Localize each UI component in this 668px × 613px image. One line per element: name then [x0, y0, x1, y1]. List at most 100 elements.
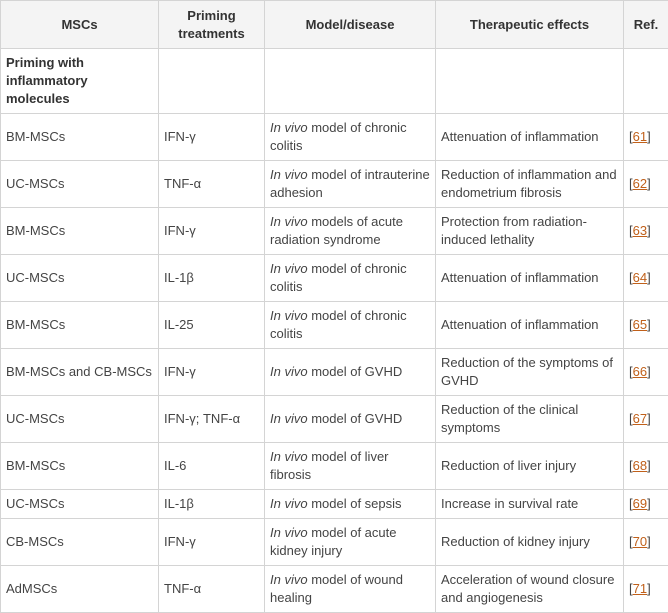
- model-italic: In vivo: [270, 308, 308, 323]
- ref-cell: [61]: [623, 113, 668, 161]
- model-text: models of acute radiation syndrome: [270, 214, 403, 247]
- table-row: BM-MSCs IFN-γ In vivo model of chronic c…: [0, 113, 668, 161]
- model-text: model of chronic colitis: [270, 308, 407, 341]
- empty-cell: [435, 48, 624, 114]
- ref-link[interactable]: 64: [632, 270, 648, 285]
- mscs-cell: BM-MSCs: [0, 301, 159, 349]
- mscs-cell: UC-MSCs: [0, 254, 159, 302]
- effect-cell: Attenuation of inflammation: [435, 301, 624, 349]
- empty-cell: [264, 48, 436, 114]
- model-italic: In vivo: [270, 411, 308, 426]
- priming-cell: IL-1β: [158, 254, 265, 302]
- ref-cell: [64]: [623, 254, 668, 302]
- priming-cell: IFN-γ: [158, 207, 265, 255]
- ref-cell: [63]: [623, 207, 668, 255]
- table-row: CB-MSCs IFN-γ In vivo model of acute kid…: [0, 518, 668, 566]
- model-text: model of GVHD: [307, 411, 403, 426]
- priming-cell: IFN-γ: [158, 518, 265, 566]
- mscs-cell: AdMSCs: [0, 565, 159, 613]
- mscs-cell: UC-MSCs: [0, 489, 159, 519]
- table-row: BM-MSCs and CB-MSCs IFN-γ In vivo model …: [0, 348, 668, 396]
- model-text: model of chronic colitis: [270, 261, 407, 294]
- ref-link[interactable]: 65: [632, 317, 648, 332]
- ref-link[interactable]: 70: [632, 534, 648, 549]
- table-row: UC-MSCs IL-1β In vivo model of chronic c…: [0, 254, 668, 302]
- effect-cell: Protection from radiation-induced lethal…: [435, 207, 624, 255]
- ref-link[interactable]: 63: [632, 223, 648, 238]
- ref-cell: [65]: [623, 301, 668, 349]
- ref-cell: [67]: [623, 395, 668, 443]
- header-effects: Therapeutic effects: [435, 0, 624, 49]
- model-italic: In vivo: [270, 572, 308, 587]
- ref-link[interactable]: 69: [632, 496, 648, 511]
- effect-cell: Attenuation of inflammation: [435, 254, 624, 302]
- mscs-cell: UC-MSCs: [0, 395, 159, 443]
- model-cell: In vivo model of chronic colitis: [264, 113, 436, 161]
- ref-cell: [70]: [623, 518, 668, 566]
- empty-cell: [158, 48, 265, 114]
- group-row: Priming with inflammatory molecules: [0, 48, 668, 114]
- ref-link[interactable]: 71: [632, 581, 648, 596]
- ref-link[interactable]: 62: [632, 176, 648, 191]
- priming-cell: TNF-α: [158, 160, 265, 208]
- effect-cell: Attenuation of inflammation: [435, 113, 624, 161]
- priming-cell: IL-1β: [158, 489, 265, 519]
- model-text: model of liver fibrosis: [270, 449, 389, 482]
- model-cell: In vivo model of acute kidney injury: [264, 518, 436, 566]
- mscs-cell: BM-MSCs: [0, 442, 159, 490]
- model-cell: In vivo model of GVHD: [264, 395, 436, 443]
- header-mscs: MSCs: [0, 0, 159, 49]
- model-italic: In vivo: [270, 167, 308, 182]
- ref-cell: [62]: [623, 160, 668, 208]
- effect-cell: Reduction of the clinical symptoms: [435, 395, 624, 443]
- model-text: model of GVHD: [307, 364, 403, 379]
- model-cell: In vivo model of chronic colitis: [264, 254, 436, 302]
- mscs-cell: BM-MSCs: [0, 207, 159, 255]
- model-cell: In vivo model of GVHD: [264, 348, 436, 396]
- effect-cell: Increase in survival rate: [435, 489, 624, 519]
- effect-cell: Acceleration of wound closure and angiog…: [435, 565, 624, 613]
- table-row: AdMSCs TNF-α In vivo model of wound heal…: [0, 565, 668, 613]
- ref-link[interactable]: 61: [632, 129, 648, 144]
- table-row: UC-MSCs IL-1β In vivo model of sepsis In…: [0, 489, 668, 519]
- table-row: BM-MSCs IL-25 In vivo model of chronic c…: [0, 301, 668, 349]
- mscs-cell: BM-MSCs: [0, 113, 159, 161]
- mscs-cell: CB-MSCs: [0, 518, 159, 566]
- ref-link[interactable]: 66: [632, 364, 648, 379]
- model-italic: In vivo: [270, 214, 308, 229]
- table-row: BM-MSCs IFN-γ In vivo models of acute ra…: [0, 207, 668, 255]
- ref-cell: [71]: [623, 565, 668, 613]
- priming-cell: IL-6: [158, 442, 265, 490]
- effect-cell: Reduction of kidney injury: [435, 518, 624, 566]
- mscs-cell: BM-MSCs and CB-MSCs: [0, 348, 159, 396]
- priming-cell: IFN-γ; TNF-α: [158, 395, 265, 443]
- header-model: Model/disease: [264, 0, 436, 49]
- table-row: BM-MSCs IL-6 In vivo model of liver fibr…: [0, 442, 668, 490]
- ref-cell: [66]: [623, 348, 668, 396]
- priming-cell: IFN-γ: [158, 113, 265, 161]
- header-priming: Priming treatments: [158, 0, 265, 49]
- model-text: model of acute kidney injury: [270, 525, 397, 558]
- ref-cell: [69]: [623, 489, 668, 519]
- effect-cell: Reduction of the symptoms of GVHD: [435, 348, 624, 396]
- ref-cell: [68]: [623, 442, 668, 490]
- model-text: model of wound healing: [270, 572, 403, 605]
- header-row: MSCs Priming treatments Model/disease Th…: [0, 0, 668, 49]
- table-row: UC-MSCs TNF-α In vivo model of intrauter…: [0, 160, 668, 208]
- model-text: model of intrauterine adhesion: [270, 167, 430, 200]
- model-italic: In vivo: [270, 364, 308, 379]
- model-cell: In vivo model of liver fibrosis: [264, 442, 436, 490]
- ref-link[interactable]: 67: [632, 411, 648, 426]
- ref-link[interactable]: 68: [632, 458, 648, 473]
- effect-cell: Reduction of liver injury: [435, 442, 624, 490]
- priming-cell: IL-25: [158, 301, 265, 349]
- model-cell: In vivo model of chronic colitis: [264, 301, 436, 349]
- group-label: Priming with inflammatory molecules: [0, 48, 159, 114]
- model-cell: In vivo model of sepsis: [264, 489, 436, 519]
- priming-cell: IFN-γ: [158, 348, 265, 396]
- model-cell: In vivo model of intrauterine adhesion: [264, 160, 436, 208]
- effect-cell: Reduction of inflammation and endometriu…: [435, 160, 624, 208]
- table-row: UC-MSCs IFN-γ; TNF-α In vivo model of GV…: [0, 395, 668, 443]
- model-text: model of sepsis: [307, 496, 402, 511]
